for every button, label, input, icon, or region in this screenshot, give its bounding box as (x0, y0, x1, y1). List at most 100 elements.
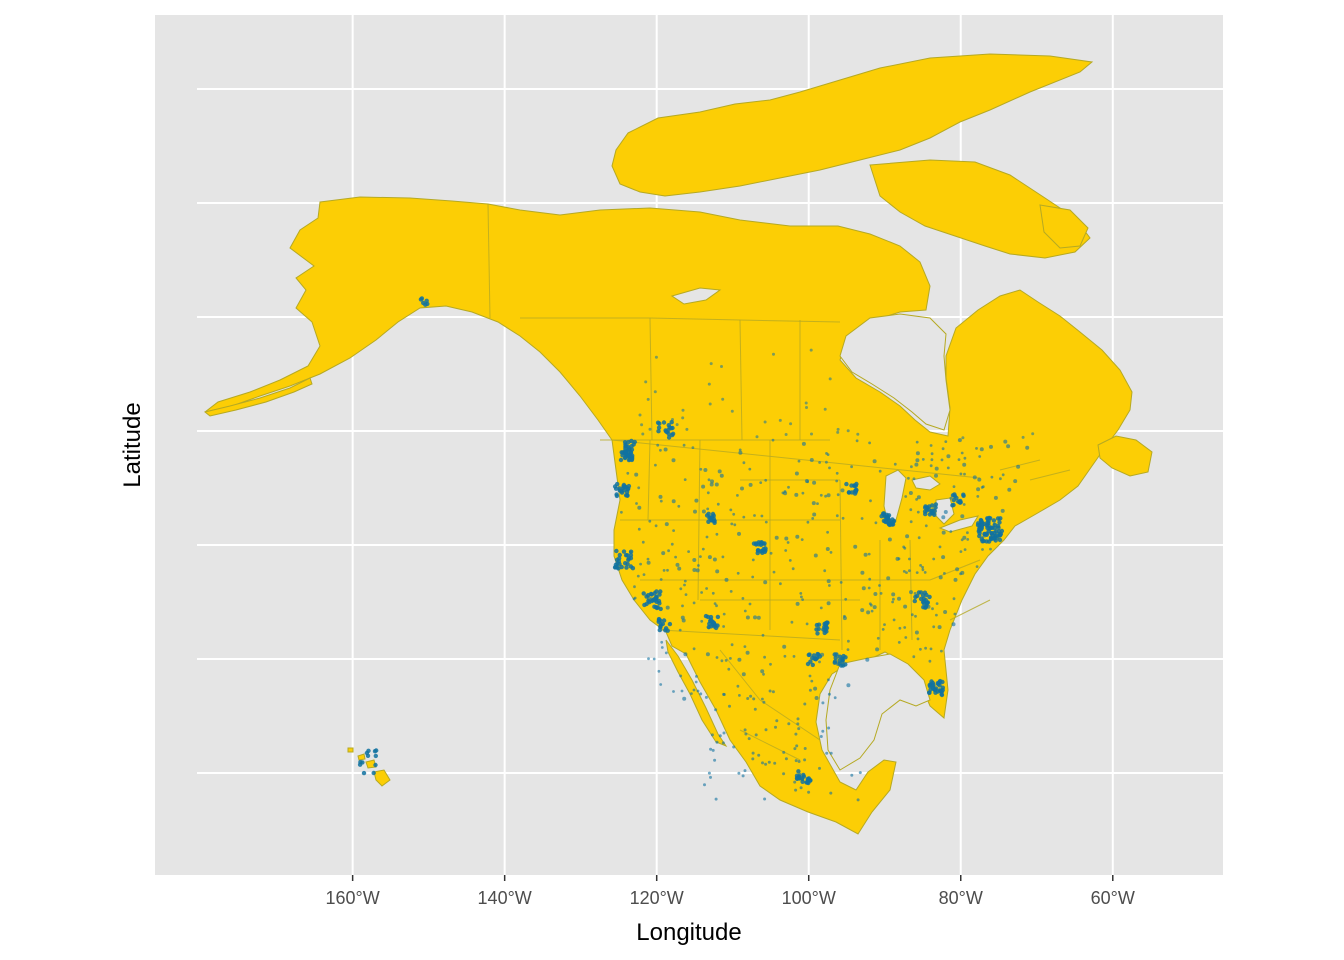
observation-point (714, 482, 719, 487)
observation-point (794, 732, 798, 736)
observation-point (657, 627, 662, 633)
observation-point (990, 475, 994, 479)
observation-point (1025, 445, 1030, 450)
observation-point (902, 570, 906, 573)
observation-point (759, 541, 764, 546)
observation-point (753, 514, 756, 517)
observation-point (825, 547, 830, 551)
observation-point (660, 640, 664, 644)
observation-point (904, 495, 908, 498)
observation-point (703, 783, 706, 787)
observation-point (790, 620, 794, 624)
observation-point (868, 577, 872, 581)
observation-point (891, 519, 896, 525)
observation-point (763, 580, 768, 585)
observation-point (962, 535, 967, 540)
observation-point (804, 479, 809, 483)
observation-point (805, 622, 809, 626)
observation-point (807, 790, 811, 794)
observation-point (692, 601, 696, 605)
observation-point (1006, 444, 1011, 449)
observation-point (930, 458, 934, 462)
observation-point (764, 520, 768, 524)
observation-point (644, 380, 648, 384)
observation-point (988, 536, 994, 541)
observation-point (867, 586, 871, 590)
observation-point (742, 461, 746, 465)
observation-point (707, 478, 711, 482)
observation-point (962, 503, 966, 506)
observation-point (641, 540, 645, 544)
observation-point (709, 775, 712, 779)
observation-point (671, 499, 676, 504)
observation-point (423, 302, 428, 307)
observation-point (872, 605, 877, 610)
land-hawaii-big-island (373, 769, 391, 787)
observation-point (928, 687, 933, 692)
observation-point (626, 457, 632, 463)
observation-point (892, 597, 895, 601)
observation-point (813, 553, 818, 558)
observation-point (706, 491, 710, 495)
observation-point (898, 626, 902, 630)
observation-point (981, 535, 985, 539)
observation-point (940, 458, 944, 462)
observation-point (934, 473, 938, 478)
gulf-of-mexico (825, 653, 931, 771)
observation-point (795, 534, 800, 539)
observation-point (683, 478, 687, 481)
observation-point (915, 451, 920, 456)
observation-point (803, 702, 807, 706)
observation-point (716, 502, 720, 506)
observation-point (928, 659, 932, 663)
observation-point (929, 679, 934, 684)
observation-point (963, 472, 966, 476)
observation-point (699, 692, 703, 696)
border-line (1029, 469, 1071, 481)
observation-point (917, 536, 921, 540)
observation-point (823, 407, 827, 411)
observation-point (675, 423, 679, 427)
observation-point (744, 732, 748, 736)
observation-point (916, 637, 920, 641)
observation-point (782, 644, 787, 649)
observation-point (654, 524, 658, 528)
observation-point (832, 660, 837, 665)
observation-point (373, 762, 378, 768)
observation-point (752, 697, 756, 701)
border-line (520, 317, 841, 323)
observation-point (788, 559, 792, 562)
y-axis-title: Latitude (119, 402, 146, 487)
observation-point (732, 745, 736, 749)
observation-point (884, 512, 889, 517)
observation-point (878, 584, 881, 587)
observation-point (632, 597, 636, 601)
observation-point (874, 521, 878, 525)
observation-point (836, 430, 840, 434)
observation-point (672, 529, 675, 532)
observation-point (775, 719, 779, 723)
observation-point (680, 689, 684, 693)
observation-point (935, 613, 938, 617)
observation-point (681, 408, 685, 412)
observation-point (940, 685, 945, 690)
observation-point (916, 495, 921, 500)
observation-point (784, 433, 788, 436)
observation-point (887, 537, 892, 542)
observation-point (724, 577, 729, 582)
observation-point (807, 652, 812, 657)
observation-point (806, 780, 811, 786)
observation-point (620, 510, 623, 514)
observation-point (846, 648, 850, 651)
observation-point (753, 707, 757, 711)
observation-point (810, 432, 813, 436)
observation-point (705, 535, 709, 539)
observation-point (736, 494, 739, 497)
observation-point (763, 543, 767, 547)
observation-point (904, 636, 908, 639)
observation-point (659, 578, 663, 581)
observation-point (679, 587, 683, 591)
observation-point (912, 477, 916, 481)
observation-point (812, 512, 817, 517)
observation-point (854, 481, 859, 487)
